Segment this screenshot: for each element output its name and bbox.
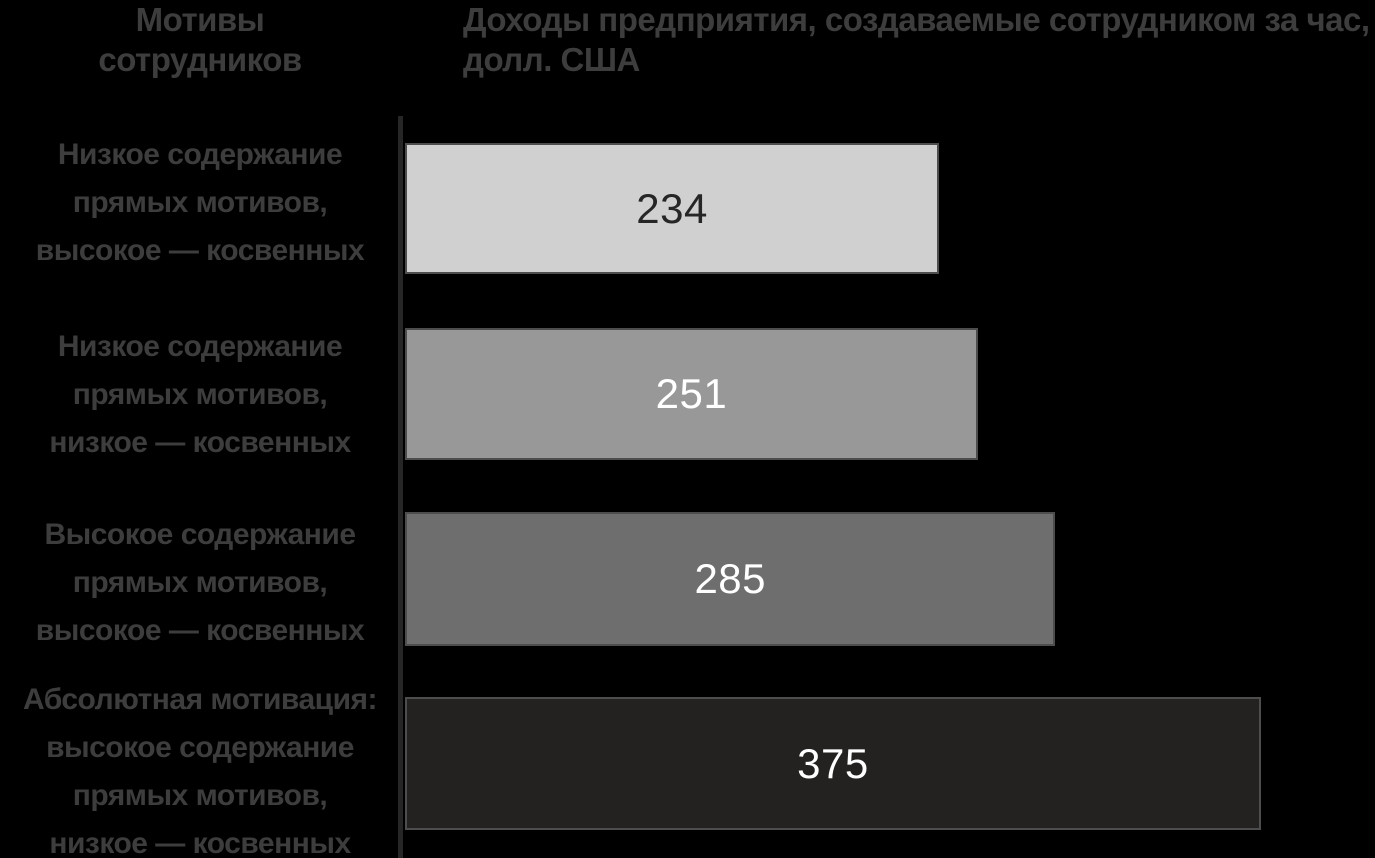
bar-value-label: 234 bbox=[636, 184, 708, 232]
category-label: Абсолютная мотивация: высокое содержание… bbox=[22, 683, 378, 858]
bar: 375 bbox=[405, 697, 1261, 830]
bar: 234 bbox=[405, 143, 940, 274]
category-label: Низкое содержание прямых мотивов, высоко… bbox=[35, 138, 365, 267]
bar: 251 bbox=[405, 328, 978, 460]
bar-value-label: 251 bbox=[655, 370, 728, 417]
plot-area: 234 251 285 375 bbox=[405, 0, 1375, 858]
bar-value-label: 285 bbox=[694, 555, 767, 602]
categories-column-title: Мотивы сотрудников bbox=[98, 1, 302, 78]
category-label: Высокое содержание прямых мотивов, высок… bbox=[35, 518, 365, 647]
y-axis-line bbox=[398, 116, 403, 858]
category-label: Низкое содержание прямых мотивов, низкое… bbox=[49, 330, 351, 459]
bar: 285 bbox=[405, 512, 1056, 646]
bar-value-label: 375 bbox=[797, 739, 869, 787]
values-column-title: Доходы предприятия, создаваемые сотрудни… bbox=[463, 1, 1370, 78]
